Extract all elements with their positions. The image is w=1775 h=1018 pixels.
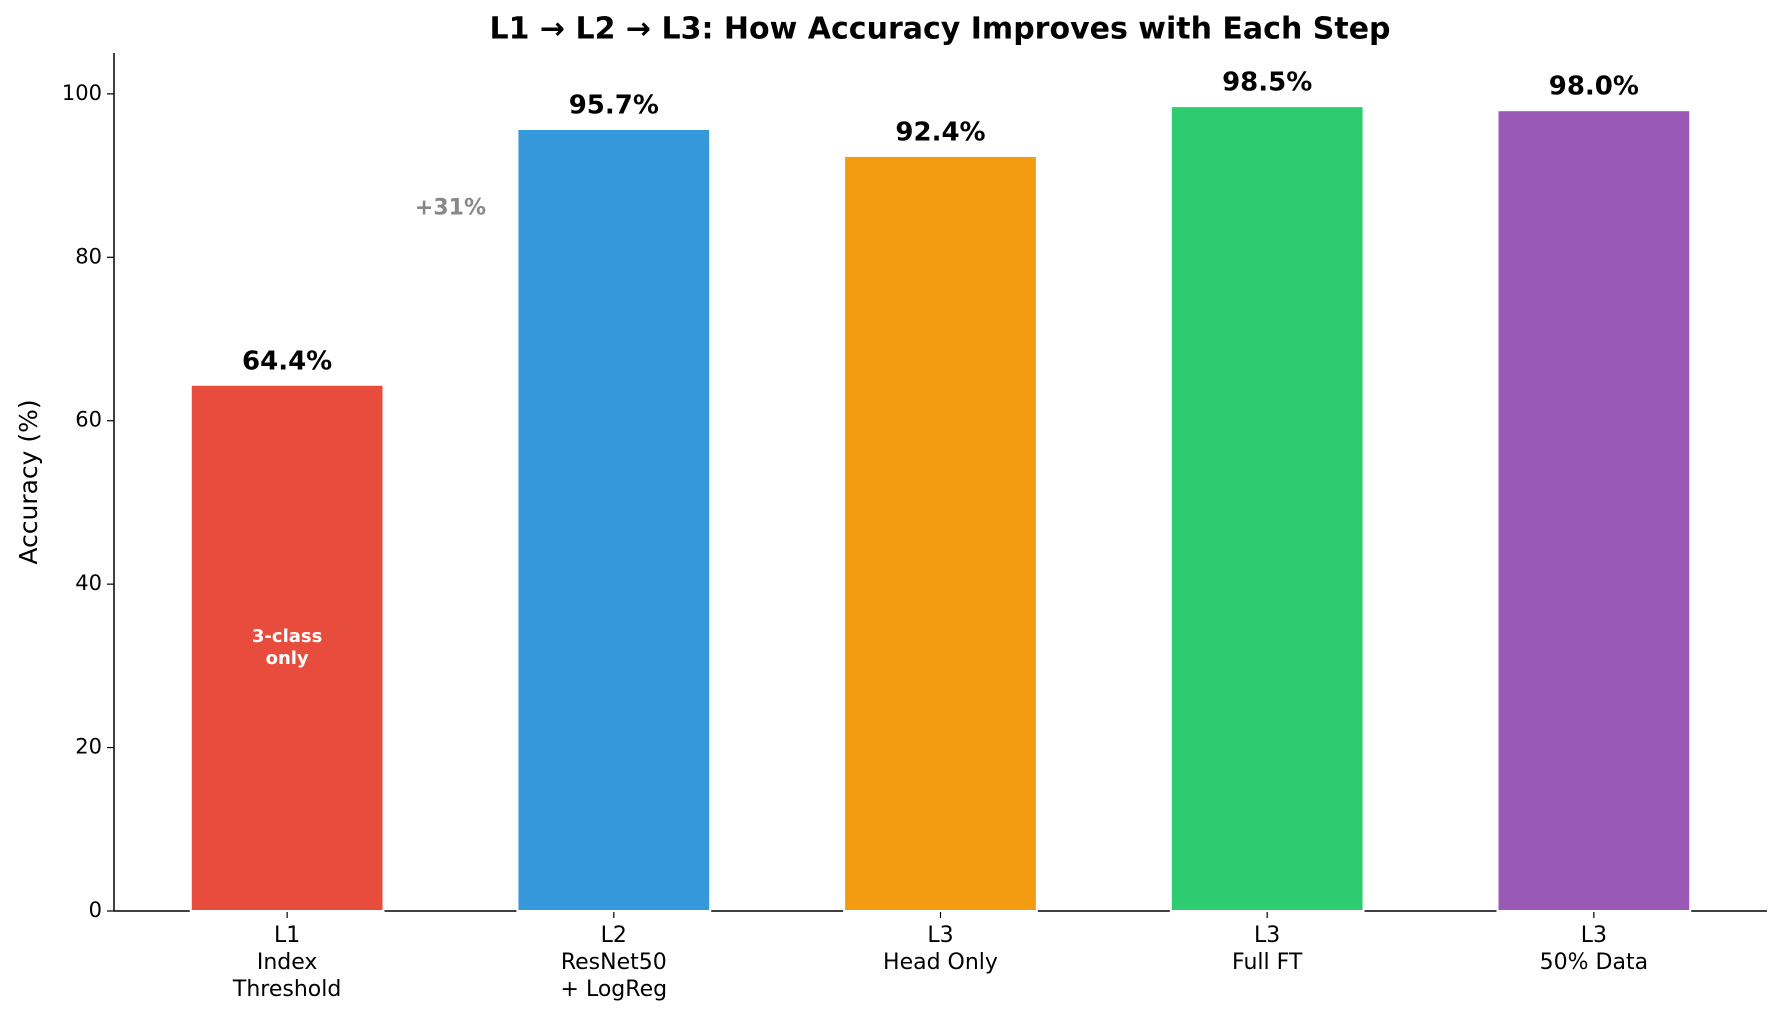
bar	[189, 383, 385, 912]
chart-title: L1 → L2 → L3: How Accuracy Improves with…	[489, 12, 1390, 47]
y-tick-label: 0	[89, 898, 102, 922]
bar	[1169, 105, 1365, 913]
value-label: 98.0%	[1549, 72, 1639, 102]
bar	[516, 127, 712, 913]
bar	[1496, 109, 1692, 912]
y-tick-label: 40	[75, 571, 102, 595]
y-tick-label: 60	[75, 408, 102, 432]
y-axis-label: Accuracy (%)	[14, 399, 43, 564]
bar	[843, 154, 1038, 912]
x-tick-label: L1 Index Threshold	[232, 923, 342, 1002]
y-tick-label: 100	[62, 81, 102, 105]
x-tick-label: L2 ResNet50 + LogReg	[560, 923, 668, 1002]
bar-annotation: 3-class only	[251, 625, 323, 669]
x-tick-label: L3 Full FT	[1232, 923, 1303, 975]
x-tick-label: L3 Head Only	[883, 923, 998, 975]
value-label: 92.4%	[895, 117, 985, 147]
value-label: 98.5%	[1222, 68, 1312, 98]
y-tick-label: 80	[75, 244, 102, 268]
x-tick-label: L3 50% Data	[1539, 923, 1649, 975]
annotation: +31%	[415, 195, 486, 220]
value-label: 64.4%	[242, 346, 332, 376]
y-tick-label: 20	[75, 735, 102, 759]
value-label: 95.7%	[569, 90, 659, 120]
